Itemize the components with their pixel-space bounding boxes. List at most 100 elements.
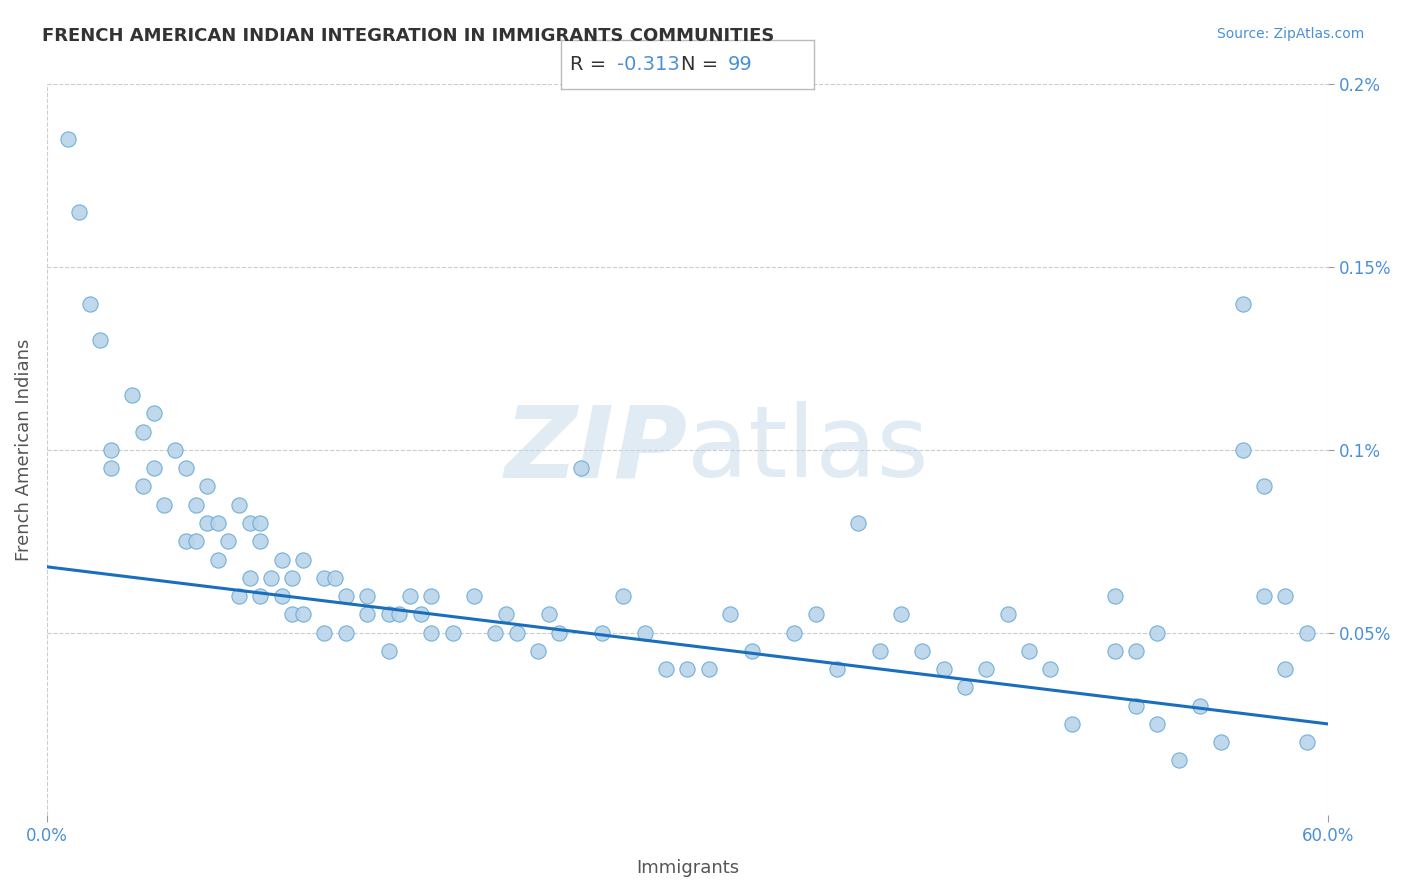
Point xyxy=(249,516,271,530)
Point xyxy=(463,589,485,603)
Point xyxy=(100,461,122,475)
Point xyxy=(1125,644,1147,658)
Point xyxy=(911,644,934,658)
Point xyxy=(207,552,229,566)
Point xyxy=(409,607,432,622)
Point xyxy=(314,625,336,640)
Point xyxy=(869,644,891,658)
Point xyxy=(335,589,357,603)
Point xyxy=(239,516,262,530)
Point xyxy=(718,607,741,622)
Point xyxy=(58,132,80,146)
Point xyxy=(676,662,699,676)
Point xyxy=(537,607,560,622)
Point xyxy=(1039,662,1062,676)
Point xyxy=(100,442,122,457)
Point xyxy=(132,425,155,439)
Point xyxy=(1274,589,1296,603)
Point xyxy=(612,589,634,603)
Point xyxy=(420,625,443,640)
X-axis label: Immigrants: Immigrants xyxy=(636,859,740,877)
Point xyxy=(1253,479,1275,493)
Point xyxy=(186,498,208,512)
Text: R =: R = xyxy=(571,55,606,74)
Point xyxy=(1104,644,1126,658)
Text: N =: N = xyxy=(681,55,718,74)
Point xyxy=(195,516,218,530)
Text: 99: 99 xyxy=(728,55,752,74)
Point xyxy=(377,607,399,622)
Point xyxy=(79,296,101,310)
Point xyxy=(1274,662,1296,676)
Point xyxy=(804,607,827,622)
Point xyxy=(591,625,613,640)
Point xyxy=(932,662,955,676)
Point xyxy=(846,516,869,530)
Point xyxy=(121,388,143,402)
Point xyxy=(505,625,527,640)
Point xyxy=(249,534,271,549)
Point xyxy=(1146,717,1168,731)
Point xyxy=(569,461,592,475)
Point xyxy=(741,644,763,658)
Point xyxy=(142,406,165,420)
Point xyxy=(484,625,506,640)
Point xyxy=(825,662,848,676)
Point xyxy=(1018,644,1040,658)
Point xyxy=(132,479,155,493)
Text: ZIP: ZIP xyxy=(505,401,688,499)
Point xyxy=(67,205,90,219)
Point xyxy=(163,442,186,457)
Point xyxy=(976,662,998,676)
Text: Source: ZipAtlas.com: Source: ZipAtlas.com xyxy=(1216,27,1364,41)
Text: FRENCH AMERICAN INDIAN INTEGRATION IN IMMIGRANTS COMMUNITIES: FRENCH AMERICAN INDIAN INTEGRATION IN IM… xyxy=(42,27,775,45)
Point xyxy=(281,607,304,622)
Point xyxy=(420,589,443,603)
Point xyxy=(142,461,165,475)
Point xyxy=(890,607,912,622)
Point xyxy=(1188,698,1211,713)
Point xyxy=(1146,625,1168,640)
Point xyxy=(495,607,517,622)
Point xyxy=(1060,717,1083,731)
Point xyxy=(270,589,292,603)
Text: atlas: atlas xyxy=(688,401,929,499)
Point xyxy=(153,498,176,512)
Point xyxy=(89,333,111,347)
Point xyxy=(323,571,346,585)
Text: -0.313: -0.313 xyxy=(617,55,679,74)
Point xyxy=(997,607,1019,622)
Point xyxy=(634,625,657,640)
Point xyxy=(292,607,315,622)
Point xyxy=(217,534,239,549)
Point xyxy=(174,461,197,475)
Point xyxy=(228,589,250,603)
Point xyxy=(1295,625,1317,640)
Point xyxy=(1125,698,1147,713)
Point xyxy=(697,662,720,676)
Point xyxy=(1211,735,1233,749)
Point xyxy=(281,571,304,585)
Point xyxy=(1253,589,1275,603)
Point xyxy=(207,516,229,530)
Point xyxy=(953,681,976,695)
Point xyxy=(1232,296,1254,310)
Point xyxy=(335,625,357,640)
Point xyxy=(356,607,378,622)
Point xyxy=(548,625,571,640)
Point xyxy=(388,607,411,622)
Point xyxy=(783,625,806,640)
Point xyxy=(249,589,271,603)
Point xyxy=(228,498,250,512)
Point xyxy=(174,534,197,549)
Point xyxy=(377,644,399,658)
Point xyxy=(655,662,678,676)
Point xyxy=(292,552,315,566)
Point xyxy=(356,589,378,603)
Point xyxy=(1104,589,1126,603)
Point xyxy=(399,589,422,603)
Point xyxy=(260,571,283,585)
Point xyxy=(186,534,208,549)
Point xyxy=(195,479,218,493)
Y-axis label: French American Indians: French American Indians xyxy=(15,339,32,561)
